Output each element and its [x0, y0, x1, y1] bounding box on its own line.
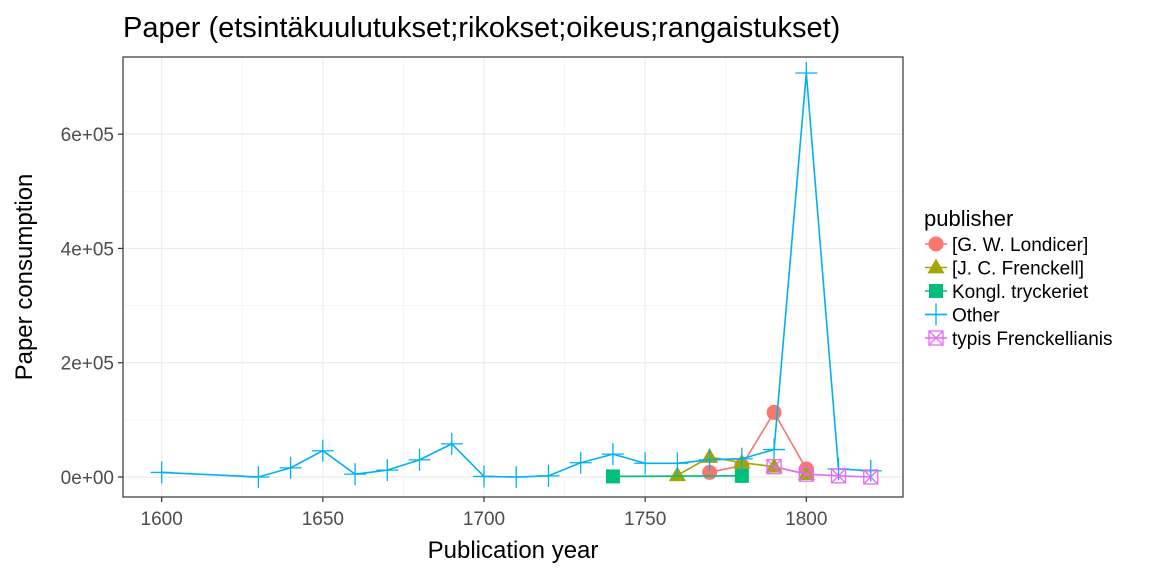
data-point-other — [634, 452, 657, 475]
legend-label: [G. W. Londicer] — [952, 235, 1088, 256]
legend-key-marker — [927, 258, 945, 274]
data-point-typis-frenckellianis — [798, 466, 814, 482]
legend-item-j-c-frenckell: [J. C. Frenckell] — [925, 258, 1084, 280]
data-point-other — [795, 62, 818, 84]
legend-label: typis Frenckellianis — [952, 329, 1113, 350]
grid-minor — [123, 57, 903, 497]
data-point-g-w-londicer — [766, 404, 782, 420]
legend-title: publisher — [924, 206, 1013, 231]
data-point-other — [601, 443, 624, 466]
data-point-other — [247, 466, 270, 488]
data-point-typis-frenckellianis — [863, 469, 879, 485]
x-tick-label: 1800 — [785, 509, 827, 530]
data-point-kongl-tryckeriet — [734, 468, 749, 483]
data-point-other — [472, 465, 495, 488]
legend-item-typis-frenckellianis: typis Frenckellianis — [925, 329, 1113, 350]
series-layer — [150, 62, 882, 488]
y-axis: 0e+00 2e+05 4e+05 6e+05 — [61, 125, 123, 489]
legend-label: [J. C. Frenckell] — [952, 259, 1084, 280]
data-point-kongl-tryckeriet — [605, 469, 620, 484]
data-point-typis-frenckellianis — [766, 459, 782, 475]
data-point-other — [505, 466, 528, 488]
series-line-kongl-tryckeriet — [612, 475, 742, 478]
data-point-other — [440, 432, 463, 455]
data-point-other — [569, 451, 592, 474]
legend-key-marker — [928, 330, 944, 346]
data-point-other — [666, 452, 689, 475]
legend-item-g-w-londicer: [G. W. Londicer] — [925, 235, 1088, 256]
series-line-typis-frenckellianis — [773, 465, 871, 478]
legend-label: Other — [952, 306, 1000, 327]
data-point-other — [763, 438, 786, 461]
x-axis-title: Publication year — [428, 537, 599, 564]
data-point-j-c-frenckell — [797, 465, 815, 480]
y-axis-title: Paper consumption — [11, 174, 38, 381]
legend-key-marker — [929, 284, 943, 298]
data-point-j-c-frenckell — [765, 457, 783, 473]
chart-title: Paper (etsintäkuulutukset;rikokset;oikeu… — [123, 12, 840, 44]
legend-key-marker — [928, 236, 944, 252]
x-tick-label: 1750 — [624, 509, 666, 530]
data-point-other — [311, 439, 334, 462]
series-line-g-w-londicer — [709, 410, 808, 474]
data-point-other — [730, 447, 753, 470]
plot-border — [122, 56, 904, 498]
x-tick-label: 1650 — [302, 509, 344, 530]
data-point-other — [279, 456, 302, 479]
legend-item-other: Other — [925, 303, 1000, 327]
x-tick-label: 1600 — [141, 509, 183, 530]
data-point-other — [376, 459, 399, 482]
data-point-other — [408, 448, 431, 471]
data-point-other — [150, 461, 173, 484]
y-tick-label: 2e+05 — [61, 354, 114, 375]
x-tick-label: 1700 — [463, 509, 505, 530]
y-tick-label: 6e+05 — [61, 125, 114, 146]
legend-key-marker — [925, 303, 947, 326]
data-point-other — [698, 448, 721, 471]
data-point-other — [537, 464, 560, 487]
legend-item-kongl-tryckeriet: Kongl. tryckeriet — [925, 282, 1089, 303]
legend: publisher [G. W. Londicer] [J. C. Frencke… — [924, 206, 1113, 350]
y-tick-label: 4e+05 — [61, 239, 114, 260]
plot-panel — [123, 57, 903, 497]
data-point-typis-frenckellianis — [830, 468, 847, 484]
data-point-other — [344, 463, 367, 486]
legend-label: Kongl. tryckeriet — [952, 282, 1089, 303]
x-axis: 1600 1650 1700 1750 1800 — [141, 497, 827, 530]
y-tick-label: 0e+00 — [61, 468, 114, 489]
